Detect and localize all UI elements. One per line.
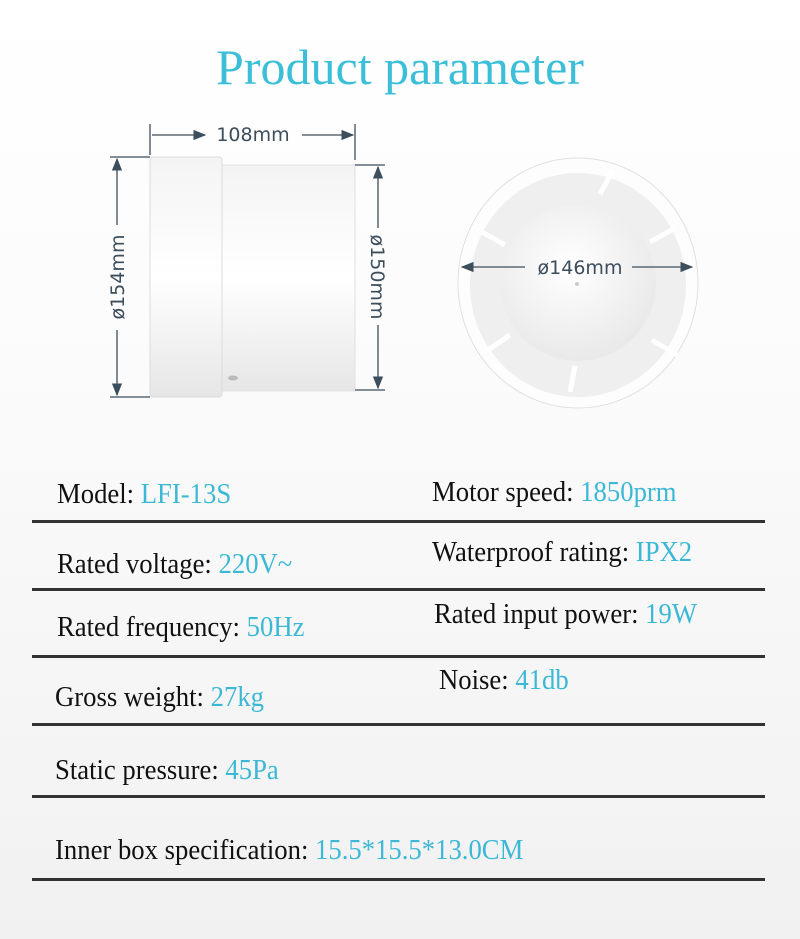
front-view-fan — [457, 157, 699, 409]
length-dimension: 108mm — [216, 124, 289, 146]
spec-motor-speed: Motor speed: 1850prm — [432, 476, 677, 509]
spec-value: 19W — [645, 598, 698, 630]
spec-value: 1850prm — [580, 476, 677, 508]
spec-waterproof-rating: Waterproof rating: IPX2 — [432, 536, 692, 569]
spec-gross-weight: Gross weight: 27kg — [55, 681, 264, 714]
spec-static-pressure: Static pressure: 45Pa — [55, 754, 279, 787]
divider — [32, 588, 765, 591]
spec-label: Rated frequency: — [57, 611, 240, 643]
divider — [32, 795, 765, 798]
spec-value: LFI-13S — [140, 478, 232, 510]
outer-diameter-dimension: ø154mm — [107, 235, 129, 320]
spec-label: Static pressure: — [55, 754, 219, 786]
spec-rated-frequency: Rated frequency: 50Hz — [57, 611, 304, 644]
spec-noise: Noise: 41db — [439, 664, 569, 697]
spec-rated-voltage: Rated voltage: 220V~ — [57, 548, 292, 581]
page-title: Product parameter — [216, 39, 584, 95]
side-view-fan — [149, 156, 356, 398]
spec-label: Waterproof rating: — [432, 536, 630, 568]
spec-value: 15.5*15.5*13.0CM — [315, 834, 524, 866]
duct-diameter-dimension: ø150mm — [366, 235, 388, 320]
spec-model: Model: LFI-13S — [57, 478, 231, 511]
spec-label: Rated voltage: — [57, 548, 212, 580]
spec-inner-box: Inner box specification: 15.5*15.5*13.0C… — [55, 834, 523, 867]
spec-value: 27kg — [210, 681, 264, 713]
spec-label: Model: — [57, 478, 135, 510]
divider — [32, 655, 765, 658]
inner-diameter-dimension: ø146mm — [538, 257, 623, 279]
spec-label: Gross weight: — [55, 681, 204, 713]
spec-label: Inner box specification: — [55, 834, 309, 866]
spec-rated-input-power: Rated input power: 19W — [434, 598, 697, 631]
spec-value: 50Hz — [246, 611, 305, 643]
spec-value: 220V~ — [218, 548, 293, 580]
divider — [32, 878, 765, 881]
spec-value: 41db — [515, 664, 569, 696]
spec-label: Rated input power: — [434, 598, 639, 630]
spec-label: Noise: — [439, 664, 509, 696]
product-dimension-figure: 108mm ø154mm ø150mm ø146mm — [107, 124, 699, 409]
spec-value: IPX2 — [635, 536, 693, 568]
divider — [32, 723, 765, 726]
spec-label: Motor speed: — [432, 476, 574, 508]
divider — [32, 520, 765, 523]
spec-value: 45Pa — [225, 754, 279, 786]
